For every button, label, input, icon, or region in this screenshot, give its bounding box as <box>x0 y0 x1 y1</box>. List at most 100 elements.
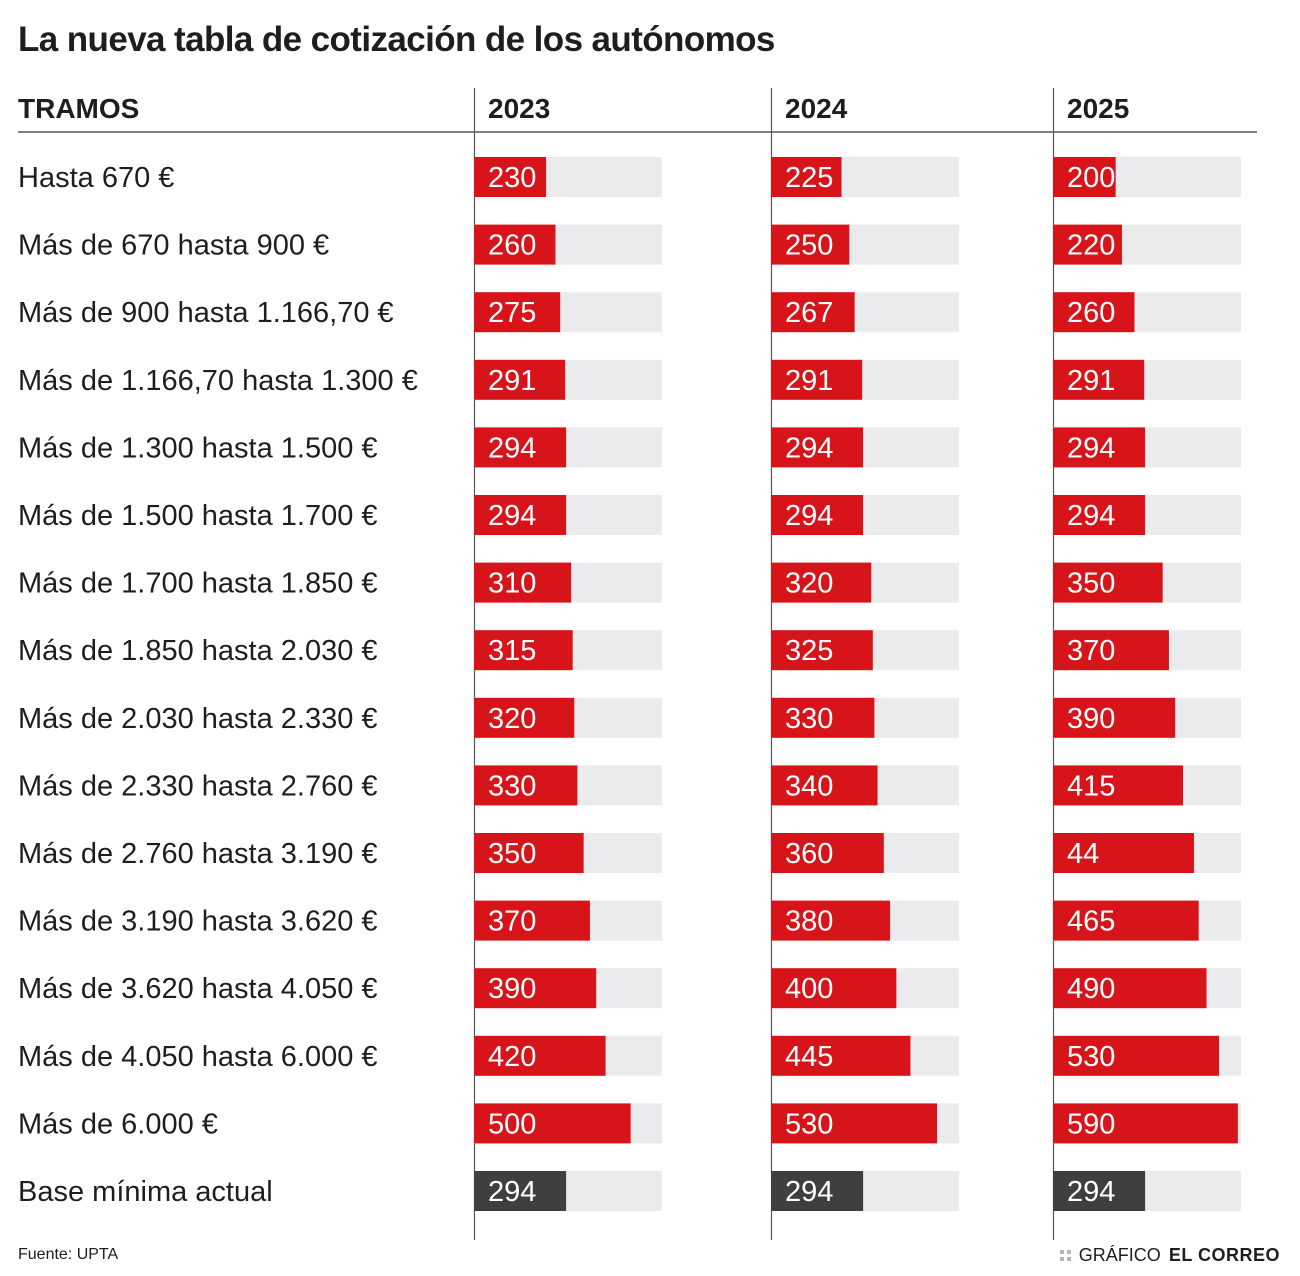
bar <box>771 495 864 535</box>
data-label: 320 <box>488 703 536 735</box>
bar <box>771 1103 938 1144</box>
credit: GRÁFICO EL CORREO <box>1059 1245 1280 1266</box>
row-label: Más de 3.620 hasta 4.050 € <box>18 973 378 1005</box>
data-label: 400 <box>785 973 833 1005</box>
data-label: 490 <box>1067 973 1115 1005</box>
category-header: TRAMOS <box>18 93 139 124</box>
bar-chart: TRAMOS 2023 2024 2025 Hasta 670 € 230 225 200 Má… <box>18 88 1257 1240</box>
data-label: 330 <box>488 770 536 802</box>
bar <box>1053 359 1145 400</box>
bar <box>771 697 875 738</box>
bar <box>474 224 556 265</box>
data-label: 325 <box>785 635 833 667</box>
bar <box>771 562 872 603</box>
data-label: 294 <box>1067 432 1115 464</box>
data-label: 310 <box>488 568 536 600</box>
data-label: 380 <box>785 906 833 938</box>
data-label: 225 <box>785 162 833 194</box>
bar <box>474 495 567 535</box>
data-label: 294 <box>785 500 833 532</box>
data-label: 294 <box>488 1176 536 1208</box>
bar <box>474 968 597 1009</box>
data-label: 530 <box>785 1108 833 1140</box>
row-label: Más de 2.760 hasta 3.190 € <box>18 838 378 870</box>
data-label: 390 <box>488 973 536 1005</box>
series-header-2025: 2025 <box>1067 93 1129 124</box>
row-label: Hasta 670 € <box>18 162 174 194</box>
bar <box>771 1035 911 1076</box>
data-label: 200 <box>1067 162 1115 194</box>
data-label: 315 <box>488 635 536 667</box>
bar <box>1053 1103 1238 1144</box>
bar <box>1053 697 1176 738</box>
bar <box>474 630 573 671</box>
data-label: 370 <box>1067 635 1115 667</box>
bar <box>1053 765 1184 806</box>
row-label: Más de 2.330 hasta 2.760 € <box>18 770 378 802</box>
data-label: 44 <box>1067 838 1099 870</box>
data-label: 260 <box>1067 297 1115 329</box>
bar <box>1053 833 1194 873</box>
data-label: 294 <box>488 432 536 464</box>
bar <box>771 630 873 671</box>
bar <box>474 292 561 333</box>
bar <box>474 1035 606 1076</box>
data-label: 320 <box>785 568 833 600</box>
data-label: 260 <box>488 230 536 262</box>
data-label: 465 <box>1067 906 1115 938</box>
bar <box>771 1171 864 1211</box>
series-header-2024: 2024 <box>785 93 848 124</box>
data-label: 294 <box>1067 1176 1115 1208</box>
data-label: 220 <box>1067 230 1115 262</box>
credit-prefix: GRÁFICO <box>1078 1245 1161 1265</box>
bar <box>771 765 878 806</box>
data-label: 500 <box>488 1108 536 1140</box>
data-label: 330 <box>785 703 833 735</box>
bar <box>771 968 897 1009</box>
data-label: 267 <box>785 297 833 329</box>
bar <box>474 765 578 806</box>
data-label: 390 <box>1067 703 1115 735</box>
row-label: Más de 900 hasta 1.166,70 € <box>18 297 394 329</box>
data-label: 294 <box>488 500 536 532</box>
bar <box>474 562 572 603</box>
data-label: 291 <box>488 365 536 397</box>
row-label: Más de 3.190 hasta 3.620 € <box>18 906 378 938</box>
bar <box>771 427 864 468</box>
bar <box>1053 630 1169 671</box>
bar <box>474 427 567 468</box>
data-label: 340 <box>785 770 833 802</box>
bar <box>474 157 547 197</box>
bar <box>474 833 584 873</box>
data-label: 415 <box>1067 770 1115 802</box>
chart-title: La nueva tabla de cotización de los autó… <box>18 20 775 59</box>
bar <box>771 157 842 197</box>
data-label: 294 <box>785 1176 833 1208</box>
bar <box>1053 224 1122 265</box>
data-label: 291 <box>785 365 833 397</box>
bar <box>1053 427 1146 468</box>
row-label: Más de 4.050 hasta 6.000 € <box>18 1041 378 1073</box>
data-label: 294 <box>1067 500 1115 532</box>
bar <box>1053 157 1116 197</box>
data-label: 420 <box>488 1041 536 1073</box>
row-label: Más de 1.500 hasta 1.700 € <box>18 500 378 532</box>
data-label: 360 <box>785 838 833 870</box>
bar <box>771 900 891 941</box>
data-label: 250 <box>785 230 833 262</box>
bar <box>474 697 575 738</box>
bar <box>771 833 884 873</box>
data-label: 370 <box>488 906 536 938</box>
row-label: Más de 1.300 hasta 1.500 € <box>18 432 378 464</box>
data-label: 530 <box>1067 1041 1115 1073</box>
bar <box>1053 968 1207 1009</box>
data-label: 294 <box>785 432 833 464</box>
bar <box>474 359 566 400</box>
bar <box>1053 1035 1220 1076</box>
credit-brand: EL CORREO <box>1168 1245 1280 1265</box>
bar <box>1053 1171 1146 1211</box>
data-label: 275 <box>488 297 536 329</box>
data-label: 230 <box>488 162 536 194</box>
bar <box>474 900 590 941</box>
dots-icon <box>1059 1250 1071 1261</box>
